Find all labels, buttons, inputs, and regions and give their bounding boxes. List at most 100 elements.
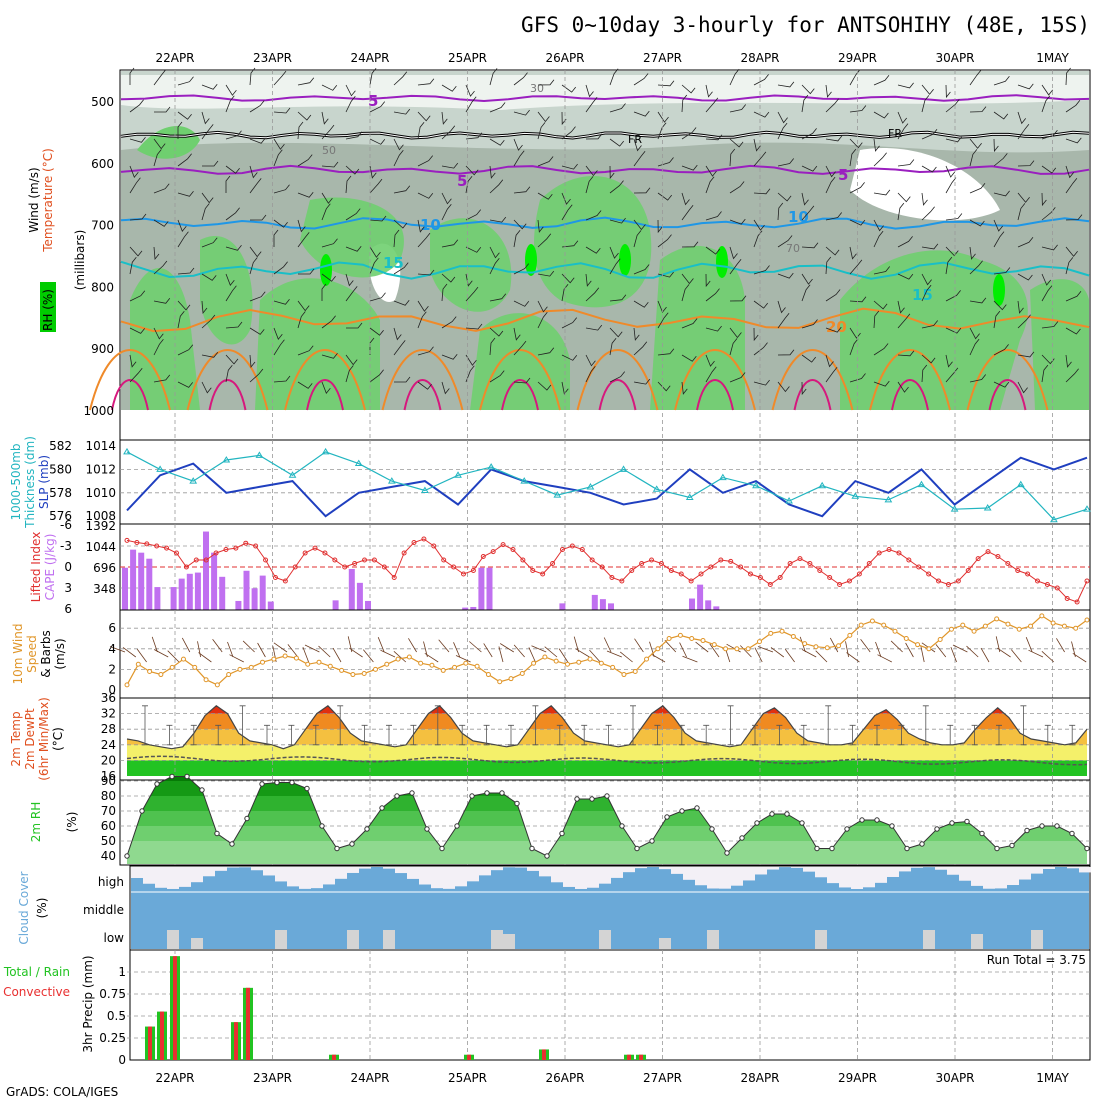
wind-speed-marker [645,657,649,661]
cloud-high-gap [1079,867,1091,872]
contour-label: 70 [786,242,800,255]
y-tick-label: 32 [101,707,116,721]
precip-total-label: Total / Rain [3,965,70,979]
rh2m-marker [485,791,489,795]
rh2m-marker [725,851,729,855]
y-tick-label: 700 [91,219,114,233]
rh2m-marker [590,797,594,801]
y-tick-label: 580 [49,462,72,476]
cape-bar [154,587,160,610]
cloud-high-gap [515,867,527,868]
wind-speed-marker [1006,622,1010,626]
cloud-high-gap [299,867,311,889]
date-label-top: 27APR [643,51,682,65]
cloud-high-gap [251,867,263,870]
cape-bar [487,568,493,610]
cape-bar [333,600,339,610]
cloud-high-gap [419,867,431,885]
wind-speed-marker [588,657,592,661]
cloud-low-bar [815,930,827,949]
wind-speed-marker [306,662,310,666]
cape-bar [559,603,565,610]
y-tick-label: 0.75 [99,987,126,1001]
wind-speed-marker [283,654,287,658]
upper-wind-label: Wind (m/s) [27,167,41,232]
y-tick-label: 1392 [85,519,116,533]
cape-bar [171,587,177,610]
wind-speed-marker [633,669,637,673]
cloud-high-gap [155,867,167,888]
cloud-high-gap [179,867,191,887]
cloud-high-gap [983,867,995,889]
cloud-high-gap [743,867,755,880]
cape-bar [187,574,193,610]
contour-label: 30 [530,82,544,95]
date-label-top: 22APR [155,51,194,65]
wind-speed-marker [193,665,197,669]
precip-conv-bar [148,1027,152,1060]
date-label-top: 29APR [838,51,877,65]
wind-speed-marker [125,683,129,687]
cape-bar [357,583,363,610]
y-tick-label: 582 [49,439,72,453]
wind-speed-marker [1040,614,1044,618]
cloud-high-gap [407,867,419,879]
wind-speed-marker [294,656,298,660]
cape-bar [713,606,719,610]
wind-speed-marker [272,657,276,661]
y-tick-label: 6 [108,621,116,635]
cloud-high-gap [431,867,443,888]
cape-label: CAPE (J/kg) [43,534,57,601]
y-tick-label: 80 [101,789,116,803]
y-tick-label: 0.5 [107,1009,126,1023]
precip-panel: 10.750.50.250 Run Total = 3.75 Total / R… [3,950,1090,1067]
precip-conv-bar [627,1055,631,1060]
cloud-high-gap [323,867,335,884]
y-tick-label: 578 [49,486,72,500]
y-tick-label: 20 [101,753,116,767]
rh2m-marker [560,831,564,835]
rh2m-marker [575,797,579,801]
wind-speed-marker [848,633,852,637]
rh-saturated-spot [619,244,631,276]
y-tick-label: 348 [93,582,116,596]
y-tick-label: 800 [91,280,114,294]
rh2m-marker [170,774,174,778]
rh2m-marker [530,846,534,850]
wind-speed-marker [441,668,445,672]
cloud-high-gap [839,867,851,887]
wind-speed-marker [814,645,818,649]
rh2m-marker [755,821,759,825]
wind-speed-marker [351,673,355,677]
cloud-high-gap [167,867,179,889]
y-tick-label: 900 [91,342,114,356]
date-label-bottom: 26APR [545,1071,584,1085]
wind-speed-marker [261,660,265,664]
wind-speed-marker [893,629,897,633]
rh2m-marker [365,827,369,831]
wind-speed-marker [238,667,242,671]
cape-bar [689,599,695,610]
precip-conv-bar [542,1049,546,1060]
wind-speed-marker [204,678,208,682]
wind-speed-marker [543,655,547,659]
y-tick-label: 1012 [85,462,116,476]
cloud-high-gap [1067,867,1079,868]
cloud-high-gap [623,867,635,872]
wind-speed-marker [599,661,603,665]
wind-speed-marker [340,668,344,672]
temp-units-label: (°C) [51,727,65,751]
cloud-cover-label: Cloud Cover [17,871,31,944]
rh2m-marker [425,827,429,831]
cape-bar [244,571,250,610]
contour-label: FR [888,127,902,140]
rh2m-marker [470,794,474,798]
y-tick-label: 40 [101,849,116,863]
cloud-high-gap [491,867,503,870]
date-label-top: 26APR [545,51,584,65]
rh2m-marker [125,854,129,858]
rh2m-marker [395,794,399,798]
rh2m-marker [380,806,384,810]
